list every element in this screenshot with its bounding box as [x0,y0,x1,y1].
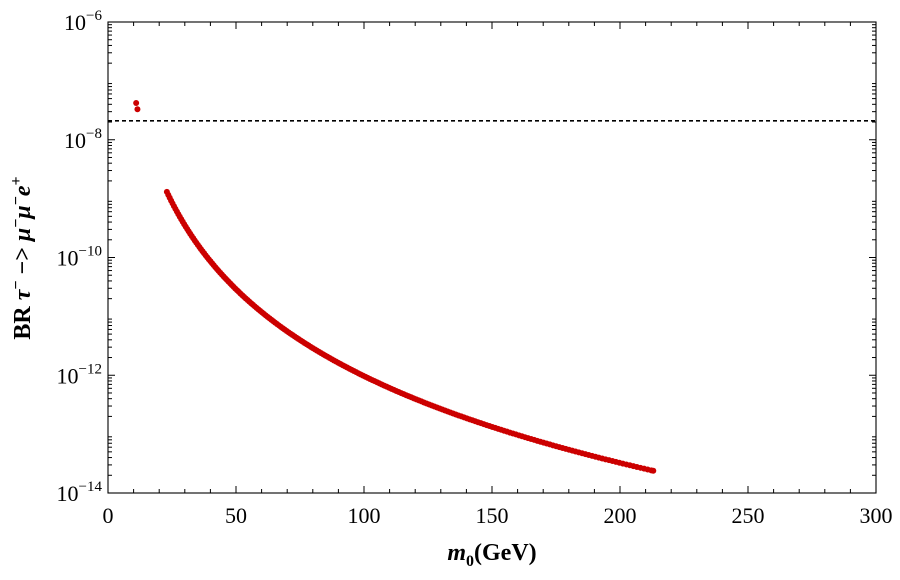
x-tick-label: 50 [225,503,247,528]
y-axis-title: BR τ− −> μ−μ−e+ [8,176,36,339]
y-tick-label: 10−6 [64,8,102,35]
plot-frame [107,21,877,494]
x-tick-label: 200 [604,503,637,528]
data-point [650,467,657,474]
data-point [133,100,140,107]
y-tick-label: 10−8 [64,126,102,153]
x-tick-label: 100 [348,503,381,528]
x-tick-label: 250 [732,503,765,528]
x-tick-label: 300 [860,503,893,528]
x-axis-title: m0(GeV) [447,540,536,570]
tick-marks [107,21,877,494]
data-points [133,100,657,474]
y-tick-label: 10−10 [57,244,102,271]
x-tick-label: 150 [476,503,509,528]
y-tick-label: 10−12 [57,361,102,388]
y-tick-label: 10−14 [57,479,103,506]
data-point [134,106,141,113]
tick-labels: 0 50 100 150 200 250 300 10−6 10−8 10−10 10−12 10−1… [57,8,893,528]
x-tick-label: 0 [103,503,114,528]
